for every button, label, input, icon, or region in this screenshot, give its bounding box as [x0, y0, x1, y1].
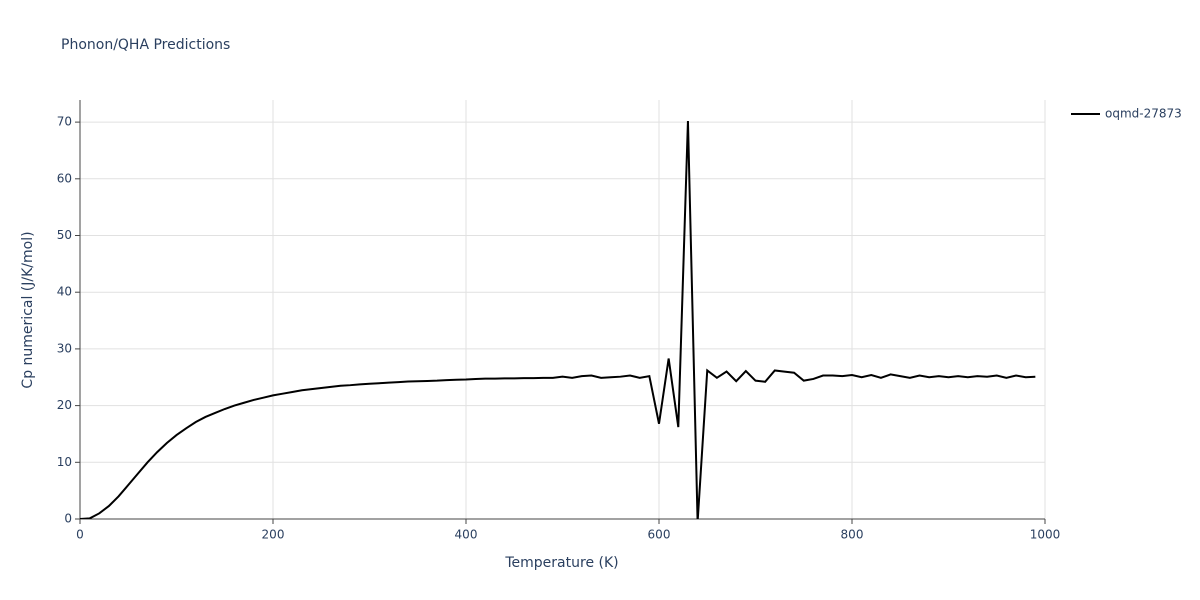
chart-title: Phonon/QHA Predictions [61, 37, 230, 53]
y-tick-label: 20 [57, 398, 72, 412]
y-tick-label: 60 [57, 171, 72, 185]
x-tick-label: 1000 [1030, 528, 1061, 542]
y-tick-label: 0 [64, 512, 72, 526]
x-tick-label: 0 [76, 528, 84, 542]
y-tick-label: 50 [57, 228, 72, 242]
x-tick-label: 200 [262, 528, 285, 542]
y-tick-label: 40 [57, 285, 72, 299]
x-tick-label: 400 [455, 528, 478, 542]
x-tick-label: 600 [648, 528, 671, 542]
y-tick-label: 70 [57, 115, 72, 129]
y-tick-label: 10 [57, 455, 72, 469]
x-axis-title: Temperature (K) [504, 555, 618, 571]
y-axis-title: Cp numerical (J/K/mol) [20, 231, 36, 388]
legend-label: oqmd-27873 [1105, 107, 1182, 121]
y-tick-label: 30 [57, 341, 72, 355]
data-line [80, 120, 1036, 519]
x-tick-label: 800 [841, 528, 864, 542]
plot-area [80, 120, 1036, 519]
